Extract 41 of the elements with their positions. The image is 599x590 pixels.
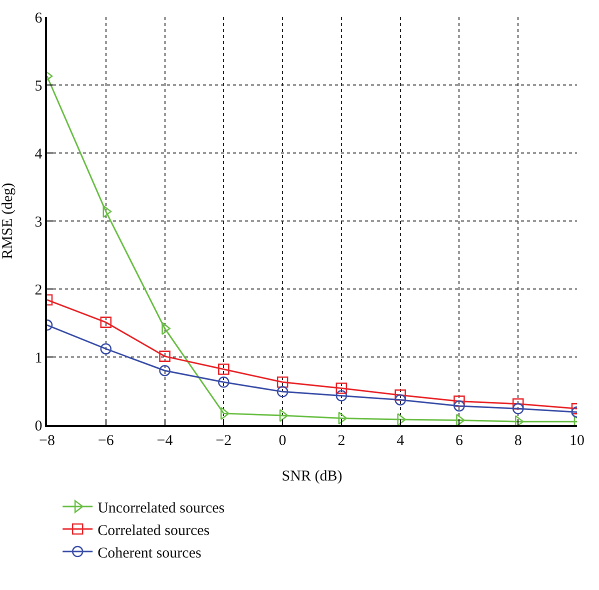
x-tick-label: −2 <box>216 432 232 449</box>
point <box>454 396 465 407</box>
x-tick-label: 0 <box>278 432 286 449</box>
y-tick-label: 3 <box>34 214 42 230</box>
legend-label: Uncorrelated sources <box>98 500 225 516</box>
point <box>394 394 406 406</box>
x-tick-label: 10 <box>570 432 584 449</box>
point <box>279 409 288 422</box>
point <box>512 403 524 414</box>
point <box>276 386 288 398</box>
x-tick-label: 8 <box>514 432 522 449</box>
point <box>218 364 230 375</box>
point <box>159 350 170 362</box>
y-axis-title: RMSE (deg) <box>0 182 16 260</box>
point <box>336 390 348 402</box>
x-tick-label: 2 <box>338 432 346 449</box>
x-tick-label: −6 <box>98 432 114 449</box>
point <box>100 343 112 354</box>
y-tick-label: 1 <box>34 350 42 366</box>
point <box>102 205 112 218</box>
point <box>276 376 288 388</box>
y-tick-label: 4 <box>34 146 43 162</box>
legend-label: Correlated sources <box>98 522 210 539</box>
point <box>338 412 348 425</box>
x-tick-label: 4 <box>396 432 405 449</box>
point <box>100 316 112 328</box>
legend-label: Coherent sources <box>98 545 202 562</box>
point <box>336 382 348 394</box>
y-tick-label: 2 <box>34 282 42 298</box>
point <box>159 364 170 376</box>
y-tick-label: 0 <box>34 418 42 434</box>
y-tick-label: 6 <box>34 10 43 26</box>
point <box>397 413 406 425</box>
x-tick-label: −8 <box>39 432 55 449</box>
point <box>218 376 230 388</box>
point <box>454 400 465 412</box>
x-tick-label: −4 <box>156 432 174 449</box>
point <box>456 414 465 425</box>
y-tick-label: 5 <box>34 78 42 94</box>
x-tick-label: 6 <box>455 432 464 449</box>
x-axis-title: SNR (dB) <box>282 468 342 484</box>
